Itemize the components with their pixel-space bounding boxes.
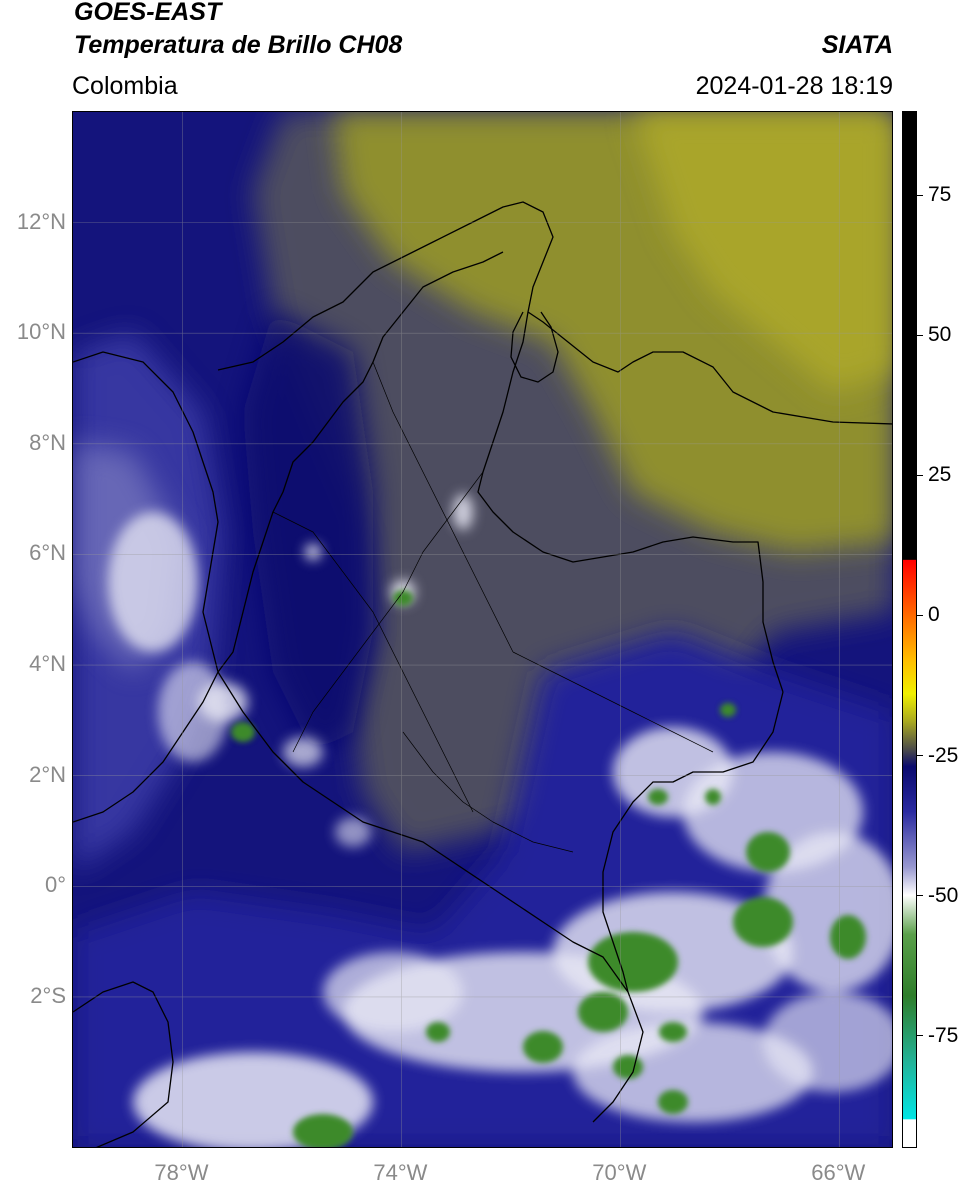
colorbar [902,111,917,1148]
map-canvas [73,112,892,1147]
lat-tick-label: 0° [44,872,66,898]
lat-tick-label: 2°S [30,982,66,1008]
lon-tick-label: 70°W [592,1160,647,1185]
colorbar-tick-label: -25 [928,743,959,767]
colorbar-fill [903,112,916,1147]
source-label: SIATA [821,31,893,59]
product-title: GOES-EAST [74,0,222,26]
colorbar-tick-label: 25 [928,463,952,487]
coastlines-borders [73,201,892,1147]
colorbar-tick-mark [917,614,923,616]
colorbar-tick-mark [917,334,923,336]
region-label: Colombia [72,72,178,100]
cold-cloud-tops [231,590,866,1147]
lon-tick-label: 78°W [154,1160,209,1185]
colorbar-tick-mark [917,895,923,897]
lat-tick-label: 8°N [29,429,66,455]
lat-tick-label: 6°N [29,540,66,566]
product-subtitle: Temperatura de Brillo CH08 [74,31,403,59]
colorbar-tick-mark [917,755,923,757]
colorbar-tick-label: 75 [928,183,952,207]
datetime-label: 2024-01-28 18:19 [695,72,893,100]
interior-dark-blue [243,312,373,752]
lat-tick-label: 12°N [16,208,66,234]
colorbar-tick-label: -50 [928,883,959,907]
lon-tick-label: 66°W [811,1160,866,1185]
colorbar-tick-mark [917,1035,923,1037]
colorbar-tick-label: -75 [928,1023,959,1047]
lat-tick-label: 2°N [29,761,66,787]
colorbar-tick-mark [917,474,923,476]
satellite-map [72,111,893,1148]
lon-tick-label: 74°W [373,1160,428,1185]
lat-tick-label: 4°N [29,651,66,677]
graticule [73,112,892,1147]
lat-tick-label: 10°N [16,319,66,345]
dry-air-yellow [633,112,892,392]
colorbar-tick-label: 50 [928,323,952,347]
colorbar-tick-mark [917,194,923,196]
colorbar-tick-label: 0 [928,603,940,627]
